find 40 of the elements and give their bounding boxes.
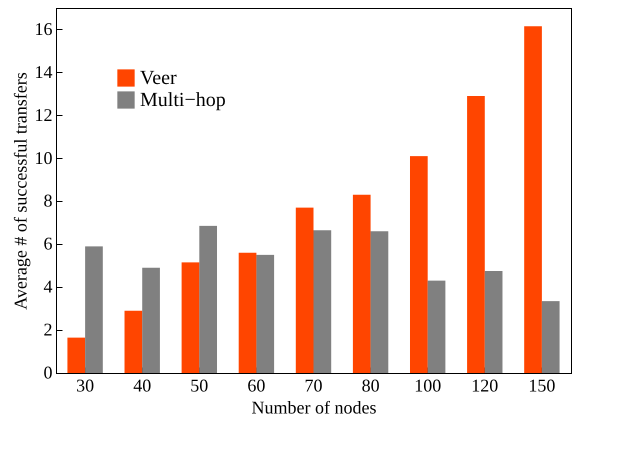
x-tick-label: 150 (528, 376, 556, 396)
bar (182, 262, 200, 373)
x-tick-label: 100 (414, 376, 442, 396)
x-tick-label: 60 (247, 376, 266, 396)
bar (238, 252, 256, 373)
bar (428, 280, 446, 373)
bar (542, 301, 560, 373)
y-tick-label: 2 (44, 320, 52, 340)
x-tick-label: 120 (471, 376, 498, 396)
y-tick-label: 12 (34, 104, 52, 125)
bar (142, 268, 160, 373)
y-tick-label: 16 (34, 18, 52, 39)
legend-label: Veer (140, 67, 177, 89)
bar (296, 208, 314, 373)
bar (410, 156, 428, 373)
x-axis-title: Number of nodes (252, 398, 376, 418)
bar (124, 310, 142, 373)
bar (370, 231, 388, 373)
x-tick-label: 80 (362, 376, 380, 396)
y-tick-label: 10 (34, 148, 52, 168)
bar (314, 230, 332, 373)
bar (352, 194, 371, 373)
y-tick-label: 6 (44, 234, 52, 254)
x-tick-label: 50 (190, 376, 208, 396)
bar (85, 246, 103, 373)
y-tick-label: 0 (44, 362, 52, 382)
legend-label: Multi−hop (140, 89, 226, 111)
bar (524, 26, 542, 373)
x-tick-label: 30 (76, 376, 94, 396)
bar (256, 254, 274, 373)
y-tick-label: 8 (44, 190, 52, 211)
bar (467, 96, 485, 373)
y-tick-label: 4 (44, 276, 52, 297)
x-tick-label: 40 (133, 376, 152, 396)
bar (484, 271, 502, 373)
bar (199, 226, 218, 373)
x-tick-label: 70 (304, 376, 322, 396)
y-tick-label: 14 (34, 62, 52, 82)
y-axis-title: Average # of successful transfers (10, 72, 30, 310)
bar (67, 338, 86, 373)
